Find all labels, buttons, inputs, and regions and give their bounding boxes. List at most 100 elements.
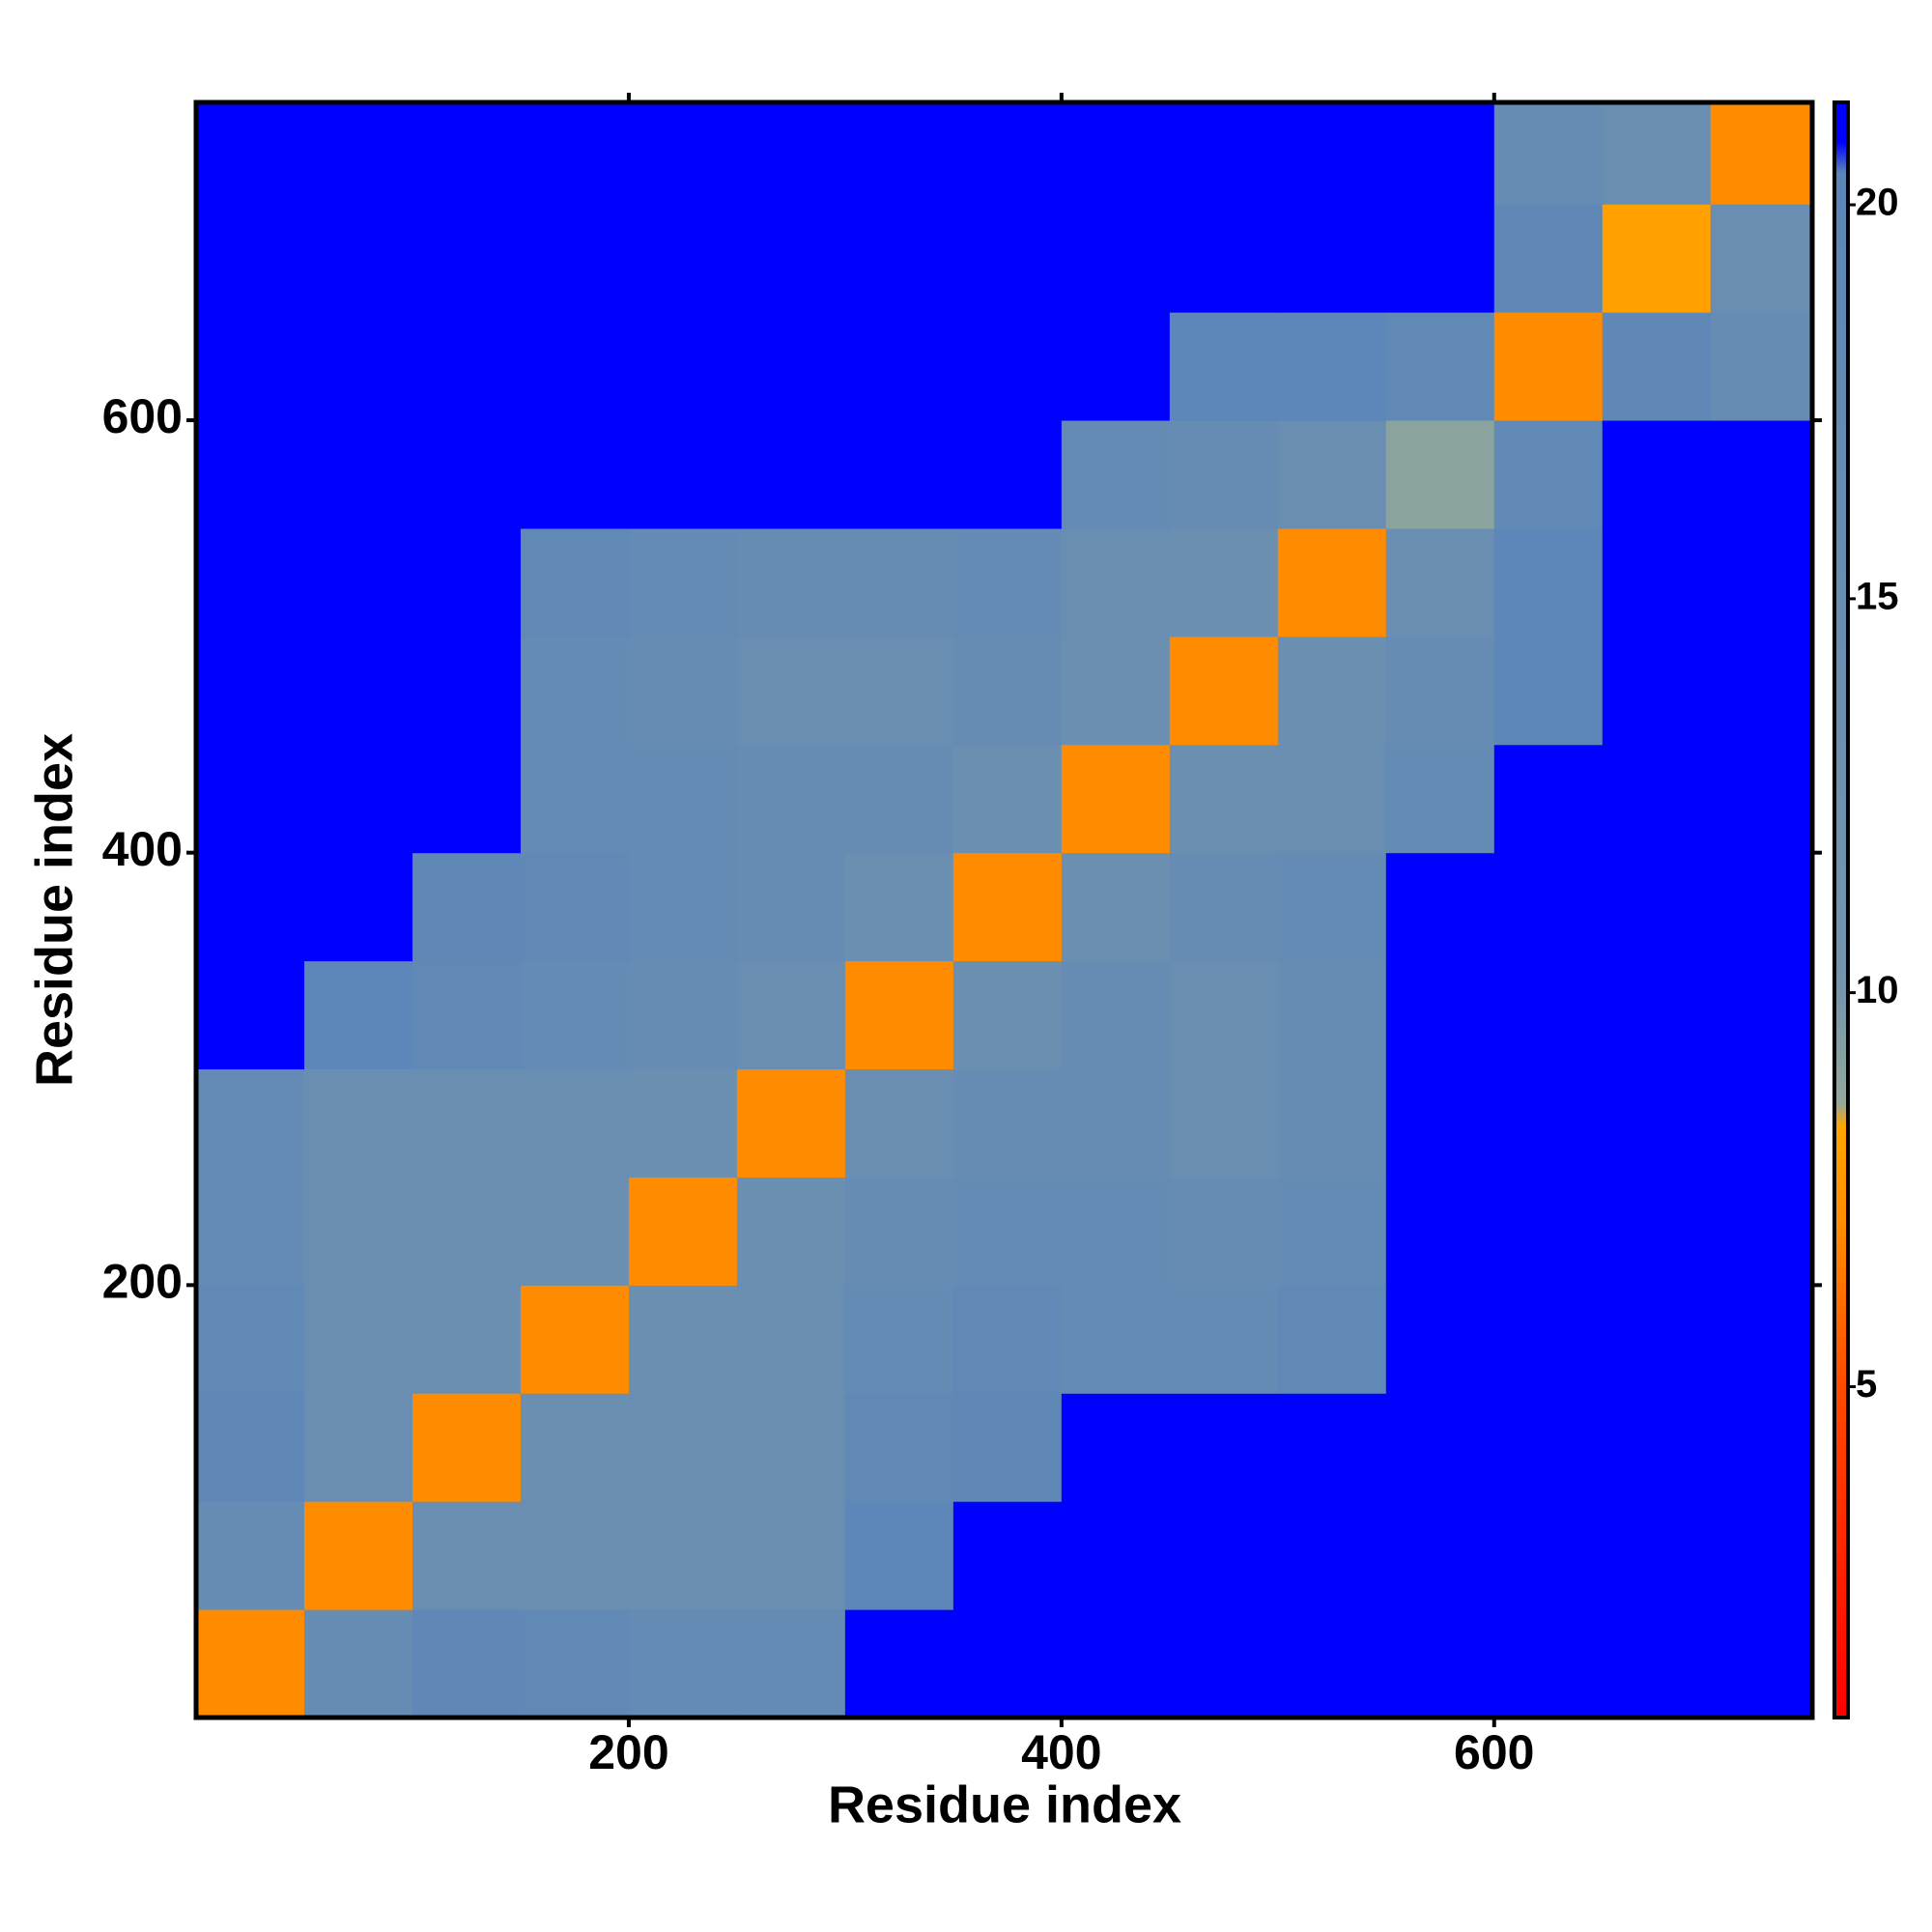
heatmap-cell [412,527,522,638]
plot-frame [193,99,1815,1720]
heatmap-cell [1061,527,1171,638]
colorbar-tick-label: 20 [1856,182,1899,224]
heatmap-cell [1710,1609,1813,1719]
heatmap-cell [196,1609,305,1719]
heatmap-cell [196,312,305,421]
heatmap-cell [1277,527,1387,638]
heatmap-cell [196,852,305,962]
heatmap-cell [196,1177,305,1286]
heatmap-cell [303,1285,413,1394]
x-tick-label: 200 [588,1725,668,1779]
heatmap-cell [844,1068,954,1178]
heatmap-cell [1493,1501,1604,1610]
heatmap-cell [1277,1068,1387,1178]
heatmap-cell [1385,102,1495,205]
heatmap-cell [1710,852,1813,962]
heatmap-cell [736,744,846,854]
heatmap-cell [736,527,846,638]
heatmap-cell [520,204,630,313]
heatmap-cell [520,1501,630,1610]
heatmap-cell [196,960,305,1070]
heatmap-cell [1602,744,1712,854]
heatmap-cell [1602,420,1712,529]
heatmap-cell [1493,1285,1604,1394]
heatmap-cell [628,312,738,421]
heatmap-cell [952,1609,1063,1719]
heatmap-cell [1493,1177,1604,1286]
heatmap-cell [303,1177,413,1286]
heatmap-cell [952,744,1063,854]
heatmap-cell [1385,527,1495,638]
heatmap-cell [1169,312,1279,421]
heatmap-cell [1710,1501,1813,1610]
colorbar-tick-label: 10 [1856,969,1899,1011]
heatmap-cell [1385,1393,1495,1502]
heatmap-cell [1061,1068,1171,1178]
heatmap-cell [1385,1501,1495,1610]
heatmap-cell [1277,1177,1387,1286]
heatmap-cell [736,312,846,421]
heatmap-cell [520,1068,630,1178]
heatmap-cell [1602,636,1712,746]
heatmap-cell [736,102,846,205]
heatmap-cell [1169,1177,1279,1286]
heatmap-cell [1710,420,1813,529]
heatmap-cell [303,744,413,854]
heatmap-cell [1493,102,1604,205]
heatmap-cell [1169,744,1279,854]
heatmap-cell [303,960,413,1070]
heatmap-cell [1277,204,1387,313]
heatmap-cell [1602,312,1712,421]
heatmap-cell [736,204,846,313]
heatmap-cell [1493,1609,1604,1719]
heatmap-cell [412,1285,522,1394]
heatmap-cell [1385,960,1495,1070]
heatmap-cell [412,960,522,1070]
heatmap-cell [1710,1393,1813,1502]
y-tick-label: 400 [102,822,183,876]
heatmap-cell [303,204,413,313]
y-tick-label: 600 [102,389,183,443]
heatmap-cell [1061,636,1171,746]
heatmap-cell [1169,636,1279,746]
heatmap-cell [1602,1393,1712,1502]
heatmap-cell [1493,960,1604,1070]
heatmap-cell [1061,312,1171,421]
heatmap-cell [844,852,954,962]
heatmap-cell [520,1609,630,1719]
heatmap-cell [1710,1068,1813,1178]
heatmap-cell [1493,1068,1604,1178]
heatmap-cell [1710,312,1813,421]
heatmap-cell [412,636,522,746]
heatmap-cell [952,527,1063,638]
heatmap-cell [952,420,1063,529]
heatmap-cell [628,1609,738,1719]
heatmap-cell [520,420,630,529]
heatmap-cell [952,852,1063,962]
heatmap-cell [628,852,738,962]
heatmap-cell [1385,1285,1495,1394]
heatmap-cell [412,744,522,854]
heatmap-cell [1385,420,1495,529]
heatmap-cell [1710,1177,1813,1286]
heatmap-cell [1710,960,1813,1070]
heatmap-cell [844,1285,954,1394]
heatmap-cell [1169,1393,1279,1502]
heatmap-cell [628,1393,738,1502]
heatmap-cell [844,1393,954,1502]
heatmap-cell [1061,744,1171,854]
heatmap-cell [736,852,846,962]
heatmap-cell [520,1285,630,1394]
heatmap-cell [303,852,413,962]
heatmap-cell [303,1609,413,1719]
heatmap-cell [1061,1501,1171,1610]
heatmap-cell [952,1501,1063,1610]
heatmap-cell [1385,1177,1495,1286]
heatmap-cell [196,204,305,313]
heatmap-cell [1277,1501,1387,1610]
heatmap-cell [628,527,738,638]
heatmap-cell [1602,204,1712,313]
colorbar-tick-label: 15 [1856,575,1899,617]
heatmap-cell [1493,204,1604,313]
